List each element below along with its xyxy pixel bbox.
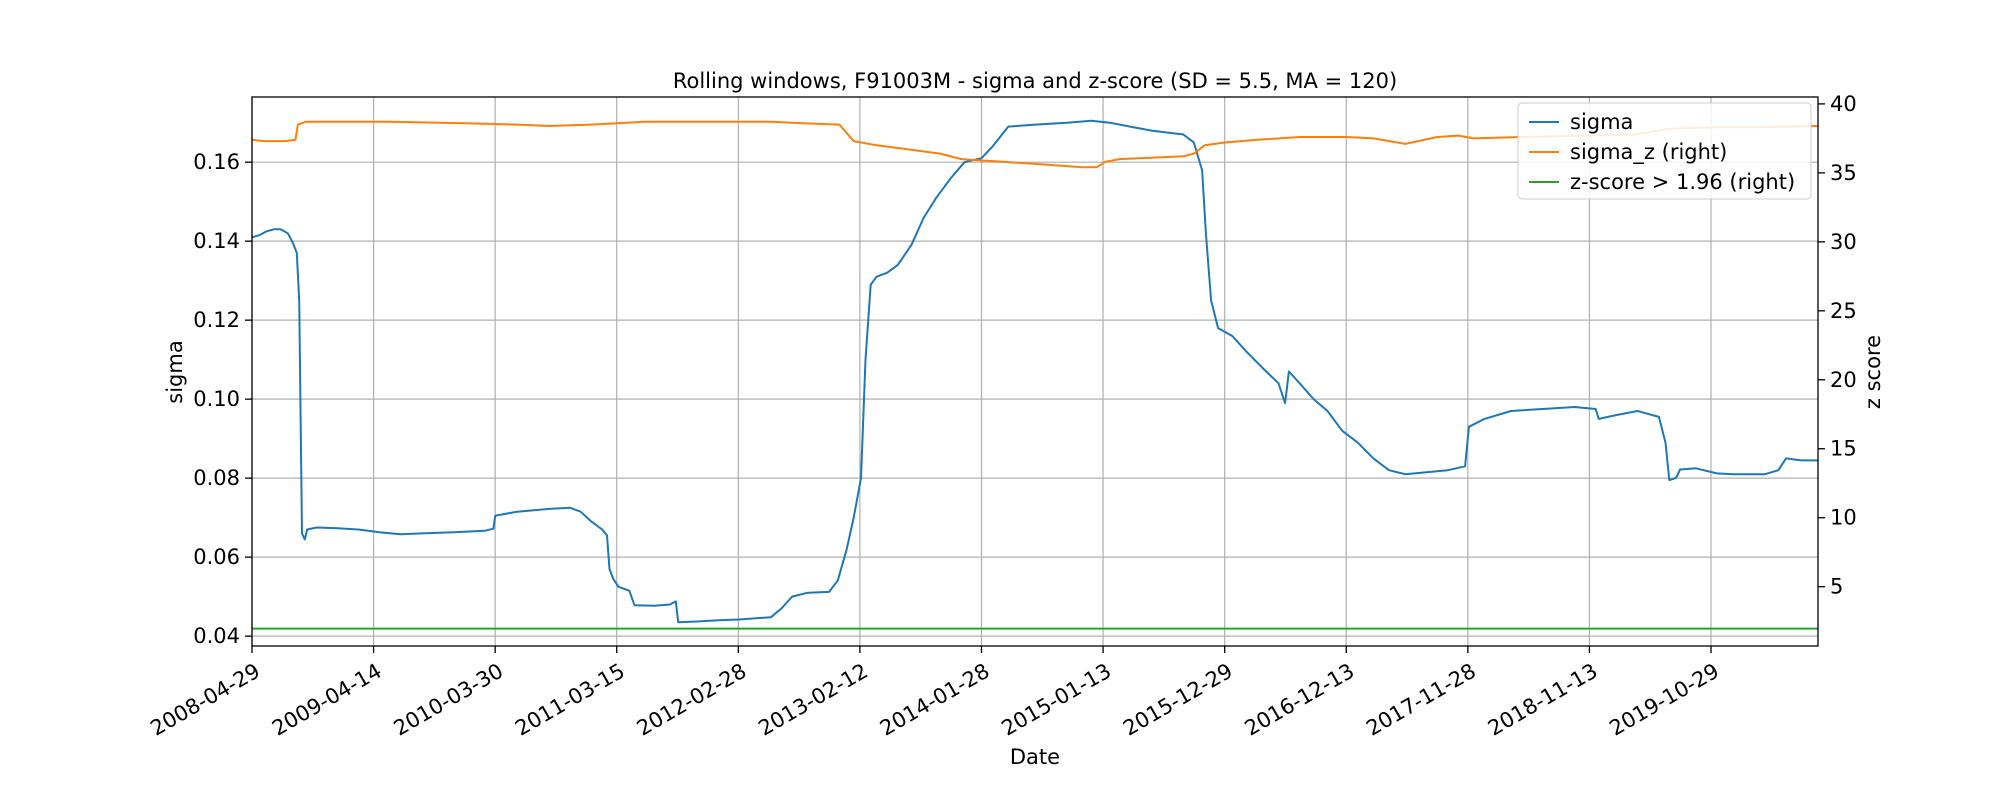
legend-box (1517, 102, 1812, 200)
y-right-tick-label: 35 (1830, 161, 1857, 185)
legend-label: sigma (1570, 110, 1633, 134)
x-tick-label: 2015-12-29 (1119, 659, 1237, 741)
y-left-tick-label: 0.04 (193, 624, 240, 648)
x-axis-label: Date (1010, 745, 1060, 769)
x-tick-label: 2008-04-29 (146, 659, 264, 741)
x-tick-label: 2017-11-28 (1362, 659, 1480, 741)
y-left-axis-label: sigma (163, 340, 187, 403)
y-right-tick-label: 5 (1830, 575, 1843, 599)
y-right-tick-label: 15 (1830, 437, 1857, 461)
x-tick-label: 2019-10-29 (1605, 659, 1723, 741)
y-left-axis-ticks: 0.04 0.06 0.08 0.10 0.12 0.14 0.16 (193, 150, 252, 648)
y-right-axis-label: z score (1861, 335, 1885, 409)
y-left-tick-label: 0.12 (193, 308, 240, 332)
legend-label: sigma_z (right) (1570, 140, 1727, 165)
y-left-tick-label: 0.14 (193, 229, 240, 253)
plot-frame (251, 96, 1819, 647)
y-right-tick-label: 20 (1830, 368, 1857, 392)
x-tick-label: 2016-12-13 (1241, 659, 1359, 741)
y-left-tick-label: 0.16 (193, 150, 240, 174)
axes-layer (251, 96, 1819, 647)
y-right-tick-label: 10 (1830, 506, 1857, 530)
y-right-axis-ticks: 5 10 15 20 25 30 35 40 (1818, 92, 1857, 599)
x-axis-ticks: 2008-04-29 2009-04-14 2010-03-30 2011-03-15… (146, 646, 1723, 741)
x-tick-label: 2013-02-12 (754, 659, 872, 741)
x-tick-label: 2018-11-13 (1484, 659, 1602, 741)
x-tick-label: 2010-03-30 (390, 659, 508, 741)
x-tick-label: 2011-03-15 (511, 659, 629, 741)
y-left-tick-label: 0.06 (193, 545, 240, 569)
sigma-z-series-line (251, 120, 1819, 169)
chart-title: Rolling windows, F91003M - sigma and z-s… (673, 69, 1397, 93)
x-tick-label: 2014-01-28 (876, 659, 994, 741)
x-tick-label: 2012-02-28 (633, 659, 751, 741)
x-tick-label: 2009-04-14 (268, 659, 386, 741)
legend: sigma sigma_z (right) z-score > 1.96 (righ… (1517, 102, 1812, 200)
y-left-tick-label: 0.08 (193, 466, 240, 490)
sigma-series-line (251, 119, 1818, 624)
x-tick-label: 2015-01-13 (997, 659, 1115, 741)
legend-label: z-score > 1.96 (right) (1570, 170, 1795, 194)
y-right-tick-label: 30 (1830, 230, 1857, 254)
y-right-tick-label: 40 (1830, 92, 1857, 116)
series-layer (251, 119, 1819, 630)
y-left-tick-label: 0.10 (193, 387, 240, 411)
y-right-tick-label: 25 (1830, 299, 1857, 323)
